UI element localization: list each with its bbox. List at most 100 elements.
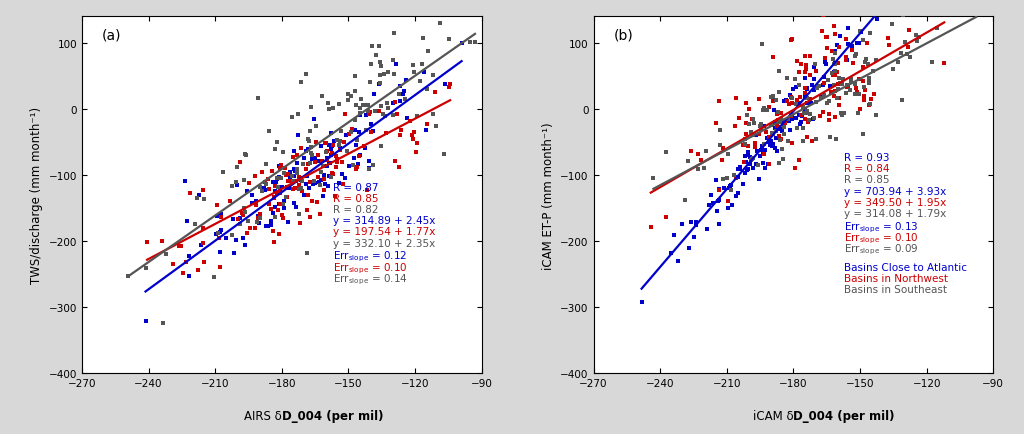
Point [786, 76, 803, 83]
Point [800, 119, 816, 126]
Point [181, 190, 198, 197]
Point [311, 211, 328, 218]
Point [255, 185, 271, 192]
Point [720, 151, 736, 158]
Point [325, 105, 341, 112]
Point [189, 266, 206, 273]
Point [440, 36, 457, 43]
Point [794, 113, 810, 120]
Point [250, 215, 266, 222]
Point [286, 173, 302, 180]
Point [795, 104, 811, 111]
Point [396, 96, 413, 103]
Point [253, 169, 269, 176]
Point [645, 174, 662, 181]
Point [754, 143, 770, 150]
Point [322, 106, 338, 113]
Point [829, 69, 846, 76]
Point [742, 161, 759, 168]
Point [831, 102, 848, 109]
Point [808, 136, 824, 143]
Point [324, 150, 340, 157]
Point [798, 66, 814, 73]
Point [866, 91, 883, 98]
Point [319, 184, 336, 191]
Point [817, 62, 834, 69]
Point [292, 175, 308, 182]
Point [813, 95, 829, 102]
Point [295, 161, 311, 168]
Point [797, 107, 813, 114]
Point [827, 72, 844, 79]
Point [271, 163, 288, 170]
Point [436, 81, 453, 88]
Point [783, 112, 800, 119]
Point [378, 130, 394, 137]
Point [386, 99, 402, 106]
Point [857, 7, 873, 14]
Point [772, 116, 788, 123]
Point [244, 200, 260, 207]
Point [851, 76, 867, 83]
Point [376, 71, 392, 78]
Point [748, 144, 764, 151]
Point [797, 91, 813, 98]
Point [289, 170, 305, 177]
Point [826, 62, 843, 69]
Text: R = 0.85: R = 0.85 [845, 175, 890, 185]
Point [362, 121, 379, 128]
Point [849, 90, 865, 97]
Point [307, 180, 324, 187]
Point [331, 142, 347, 149]
Point [911, 35, 928, 42]
Point [298, 149, 314, 156]
Point [212, 227, 228, 234]
Point [316, 172, 333, 179]
Point [798, 63, 814, 70]
Point [323, 152, 339, 159]
Point [774, 118, 791, 125]
Point [767, 120, 783, 127]
Point [738, 131, 755, 138]
Point [860, 62, 877, 69]
Point [783, 117, 800, 124]
Point [806, 115, 822, 122]
Point [307, 159, 324, 166]
Point [830, 76, 847, 83]
Point [795, 138, 811, 145]
Point [819, 100, 836, 107]
Point [834, 112, 850, 119]
Point [692, 157, 709, 164]
Point [227, 237, 244, 243]
Point [728, 95, 744, 102]
Point [265, 195, 282, 202]
Point [351, 129, 368, 136]
Point [321, 100, 337, 107]
Point [293, 79, 309, 86]
Point [334, 159, 350, 166]
Point [828, 43, 845, 49]
Point [349, 137, 366, 144]
Point [332, 145, 348, 152]
Point [428, 124, 444, 131]
Point [683, 219, 699, 226]
Point [319, 148, 336, 155]
Point [351, 112, 368, 119]
Point [736, 143, 753, 150]
Point [250, 213, 266, 220]
Point [820, 99, 837, 105]
Point [361, 80, 378, 87]
Point [767, 145, 783, 152]
Point [844, 43, 860, 50]
Point [761, 140, 777, 147]
Point [266, 214, 283, 221]
Point [288, 178, 304, 185]
Point [416, 69, 432, 76]
Point [315, 164, 332, 171]
Point [228, 183, 245, 190]
Point [234, 212, 251, 219]
Point [773, 146, 790, 153]
Point [730, 191, 746, 197]
Point [282, 169, 298, 176]
Point [274, 184, 291, 191]
